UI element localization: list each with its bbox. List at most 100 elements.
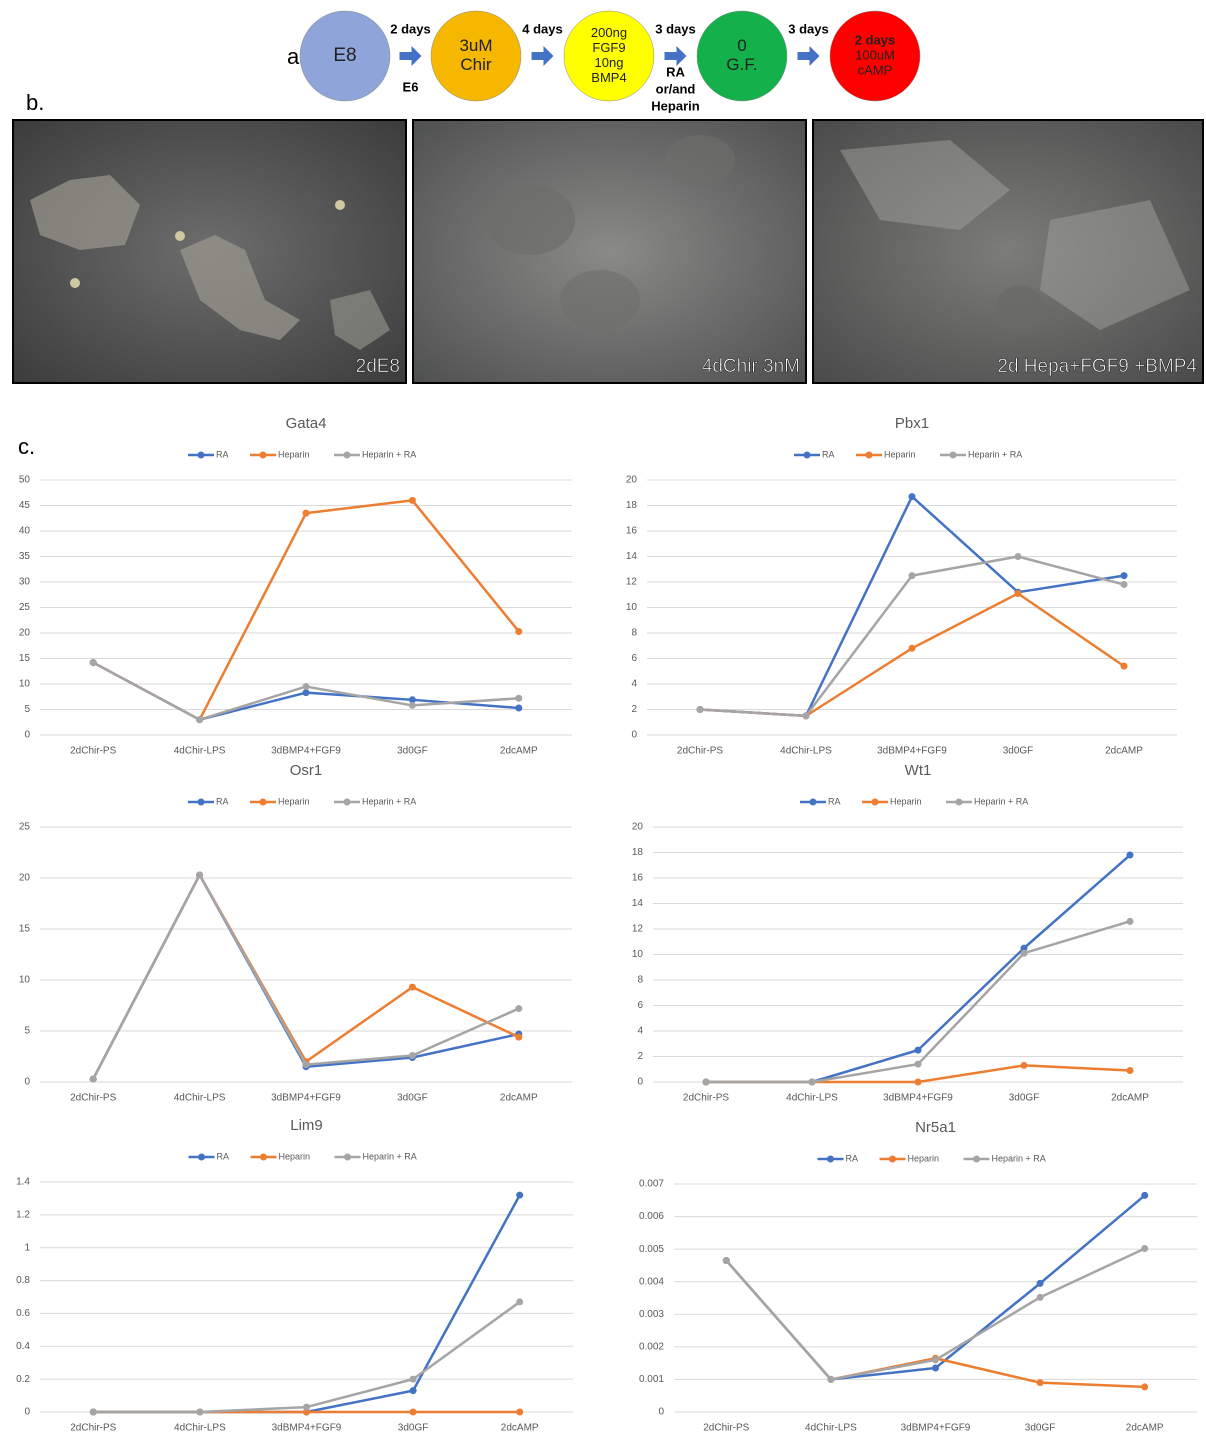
data-point [408,983,416,991]
y-tick-label: 18 [626,500,638,511]
y-tick-label: 0.6 [16,1308,30,1319]
panel-label: c. [18,434,35,459]
step-duration: 3 days [655,21,695,36]
y-tick-label: 1 [24,1242,30,1253]
data-point [914,1060,922,1068]
y-tick-label: 0.003 [639,1309,664,1320]
data-point [1020,949,1028,957]
legend-label: Heparin [278,449,310,459]
y-tick-label: 12 [626,577,638,588]
data-point [914,1078,922,1086]
x-tick-label: 2dcAMP [501,1423,539,1434]
data-point [1036,1379,1044,1387]
step-condition: or/and [656,81,696,96]
y-tick-label: 16 [632,873,644,884]
x-tick-label: 4dChir-LPS [805,1423,857,1434]
y-tick-label: 25 [19,822,31,833]
x-tick-label: 2dcAMP [500,1093,538,1104]
data-point [302,689,310,697]
data-point [802,712,810,720]
y-tick-label: 8 [631,628,637,639]
data-point [914,1046,922,1054]
data-point [702,1078,710,1086]
data-point [408,496,416,504]
data-point [515,704,523,712]
data-point [302,683,310,691]
legend-marker [973,1155,980,1163]
step-condition: E6 [403,79,419,94]
y-tick-label: 0.002 [639,1341,664,1352]
data-point [1141,1383,1149,1391]
y-tick-label: 2 [631,704,637,715]
legend-label: RA [217,1151,230,1161]
x-tick-label: 2dChir-PS [70,746,116,757]
arrow [399,46,422,66]
y-tick-label: 0.001 [639,1374,664,1385]
x-tick-label: 4dChir-LPS [174,1093,226,1104]
micrograph [412,119,807,384]
y-tick-label: 14 [632,898,644,909]
y-tick-label: 35 [19,551,31,562]
x-tick-label: 3dBMP4+FGF9 [883,1093,953,1104]
arrow [531,46,554,66]
data-point [409,1408,417,1416]
legend-label: Heparin [279,1151,311,1161]
data-point [196,871,204,879]
stage-text: G.F. [726,55,757,74]
x-tick-label: 2dChir-PS [70,1093,116,1104]
chart-title: Pbx1 [895,415,929,432]
legend-marker [343,451,351,459]
legend-label: Heparin + RA [362,796,416,806]
chart-title: Lim9 [290,1117,323,1134]
data-point [196,716,204,724]
data-point [89,659,97,667]
x-tick-label: 2dcAMP [1111,1093,1149,1104]
x-tick-label: 3dBMP4+FGF9 [271,746,341,757]
legend-marker [344,1153,351,1161]
data-point [303,1403,310,1411]
step-duration: 3 days [788,21,828,36]
y-tick-label: 0 [24,1077,30,1088]
y-tick-label: 0 [658,1407,664,1418]
legend-marker [809,798,817,806]
data-point [1020,1061,1028,1069]
stage-text: 200ng [591,25,627,40]
data-point [1036,1279,1044,1287]
data-point [409,1375,417,1383]
legend-marker [955,798,963,806]
x-tick-label: 3d0GF [1003,746,1034,757]
stage-circle [563,10,655,102]
y-tick-label: 0.005 [639,1244,664,1255]
data-point [303,1408,310,1416]
data-point [515,694,523,702]
legend-label: RA [822,449,835,459]
y-tick-label: 0.4 [16,1341,30,1352]
stage-circle [829,10,921,102]
legend-marker [198,1153,205,1161]
y-tick-label: 2 [637,1051,643,1062]
y-tick-label: 50 [19,475,31,486]
stage-text: E8 [333,45,356,66]
legend-label: Heparin + RA [362,449,416,459]
y-tick-label: 6 [631,653,637,664]
x-tick-label: 4dChir-LPS [780,746,832,757]
data-point [1126,851,1134,859]
data-point [89,1408,97,1416]
y-tick-label: 10 [632,949,644,960]
y-tick-label: 30 [19,577,31,588]
y-tick-label: 45 [19,500,31,511]
data-point [409,1387,417,1395]
data-point [908,644,916,652]
data-point [1014,589,1022,597]
x-tick-label: 3dBMP4+FGF9 [271,1093,341,1104]
data-point [1141,1191,1149,1199]
data-point [302,1061,310,1069]
y-tick-label: 0.2 [16,1374,30,1385]
data-point [516,1408,524,1416]
legend-marker [949,451,957,459]
legend-label: RA [216,796,229,806]
stage-text: FGF9 [592,40,625,55]
legend-label: Heparin [884,449,916,459]
series-line [699,592,1125,718]
